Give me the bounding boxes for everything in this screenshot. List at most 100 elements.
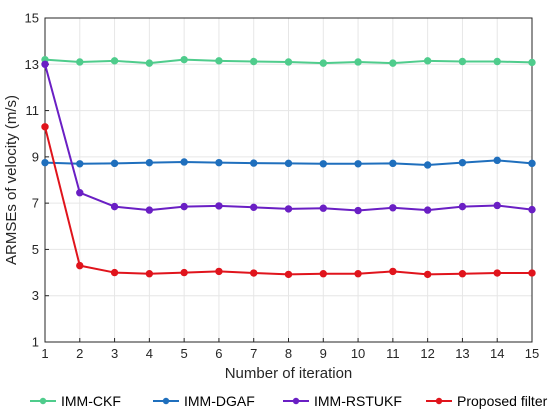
data-point xyxy=(319,270,327,278)
data-point xyxy=(180,268,188,277)
data-point xyxy=(145,206,154,214)
data-point xyxy=(284,205,293,213)
data-point xyxy=(110,202,119,211)
x-tick-label: 15 xyxy=(525,346,539,361)
data-point xyxy=(215,57,223,65)
data-point xyxy=(41,60,49,68)
y-tick-label: 1 xyxy=(32,335,39,350)
series-imm-ckf xyxy=(41,55,536,67)
data-point xyxy=(145,270,154,278)
legend-marker xyxy=(435,397,443,405)
data-point xyxy=(110,57,119,65)
x-tick-label: 11 xyxy=(386,346,400,361)
data-point xyxy=(180,202,188,211)
data-point xyxy=(110,159,119,168)
data-point xyxy=(458,57,467,66)
x-tick-label: 9 xyxy=(320,346,327,361)
y-tick-label: 13 xyxy=(25,57,39,72)
data-point xyxy=(389,59,397,67)
y-tick-label: 5 xyxy=(32,242,39,257)
series-imm-dgaf xyxy=(41,156,536,169)
legend-item: IMM-CKF xyxy=(30,393,121,409)
data-point xyxy=(215,202,223,210)
data-point xyxy=(284,270,293,279)
data-point xyxy=(423,57,432,65)
data-point xyxy=(110,268,119,277)
x-tick-label: 3 xyxy=(111,346,118,361)
data-point xyxy=(250,57,258,66)
x-tick-label: 1 xyxy=(41,346,48,361)
data-point xyxy=(423,161,432,169)
data-point xyxy=(76,261,84,270)
x-tick-label: 14 xyxy=(490,346,504,361)
data-point xyxy=(76,189,84,197)
data-point xyxy=(76,160,84,168)
data-point xyxy=(215,267,223,276)
data-point xyxy=(423,270,432,279)
data-point xyxy=(528,269,536,277)
legend-label: IMM-DGAF xyxy=(184,393,255,409)
legend-marker xyxy=(39,397,47,405)
data-point xyxy=(493,269,501,277)
data-point xyxy=(284,58,293,66)
legend-item: IMM-RSTUKF xyxy=(283,393,402,409)
data-point xyxy=(319,160,327,168)
data-point xyxy=(528,58,536,67)
data-point xyxy=(145,158,154,167)
data-point xyxy=(76,58,84,66)
x-tick-label: 4 xyxy=(146,346,153,361)
data-point xyxy=(180,55,188,64)
grid xyxy=(44,17,533,343)
data-point xyxy=(180,158,188,166)
data-point xyxy=(41,123,49,131)
x-tick-label: 7 xyxy=(250,346,257,361)
legend-marker xyxy=(292,397,300,405)
legend-item: IMM-DGAF xyxy=(153,393,255,409)
x-tick-label: 2 xyxy=(76,346,83,361)
data-point xyxy=(493,156,501,165)
x-tick-label: 8 xyxy=(285,346,292,361)
x-axis-label: Number of iteration xyxy=(225,365,353,382)
legend: IMM-CKF IMM-DGAF IMM-RSTUKF Proposed filter xyxy=(30,393,548,409)
data-point xyxy=(458,158,467,167)
y-tick-label: 7 xyxy=(32,196,39,211)
y-tick-label: 3 xyxy=(32,288,39,303)
legend-label: IMM-CKF xyxy=(61,393,121,409)
data-point xyxy=(458,270,467,278)
data-point xyxy=(319,59,327,67)
x-tick-label: 13 xyxy=(455,346,469,361)
y-tick-label: 15 xyxy=(25,11,39,26)
data-point xyxy=(528,205,536,214)
data-point xyxy=(458,202,467,211)
data-point xyxy=(250,203,258,212)
data-point xyxy=(493,57,501,66)
y-axis-label: ARMSEs of velocity (m/s) xyxy=(3,95,20,265)
data-point xyxy=(389,159,397,168)
data-point xyxy=(423,206,432,214)
y-tick-label: 11 xyxy=(26,103,40,118)
data-point xyxy=(215,158,223,167)
legend-marker xyxy=(162,397,170,405)
data-point xyxy=(389,267,397,276)
x-tick-label: 5 xyxy=(181,346,188,361)
data-point xyxy=(145,59,154,67)
data-point xyxy=(354,58,362,66)
data-point xyxy=(354,160,362,168)
x-tick-label: 10 xyxy=(351,346,365,361)
legend-label: IMM-RSTUKF xyxy=(314,393,402,409)
data-point xyxy=(250,159,258,167)
y-tick-label: 9 xyxy=(32,149,39,164)
legend-label: Proposed filter xyxy=(457,393,548,409)
data-point xyxy=(284,159,293,168)
data-point xyxy=(493,201,501,210)
series xyxy=(41,55,536,279)
series-imm-rstukf xyxy=(41,60,536,215)
data-point xyxy=(354,206,362,215)
x-tick-label: 12 xyxy=(420,346,434,361)
series-proposed-filter xyxy=(41,123,536,279)
data-point xyxy=(354,270,362,278)
data-point xyxy=(319,204,327,212)
data-point xyxy=(389,204,397,212)
